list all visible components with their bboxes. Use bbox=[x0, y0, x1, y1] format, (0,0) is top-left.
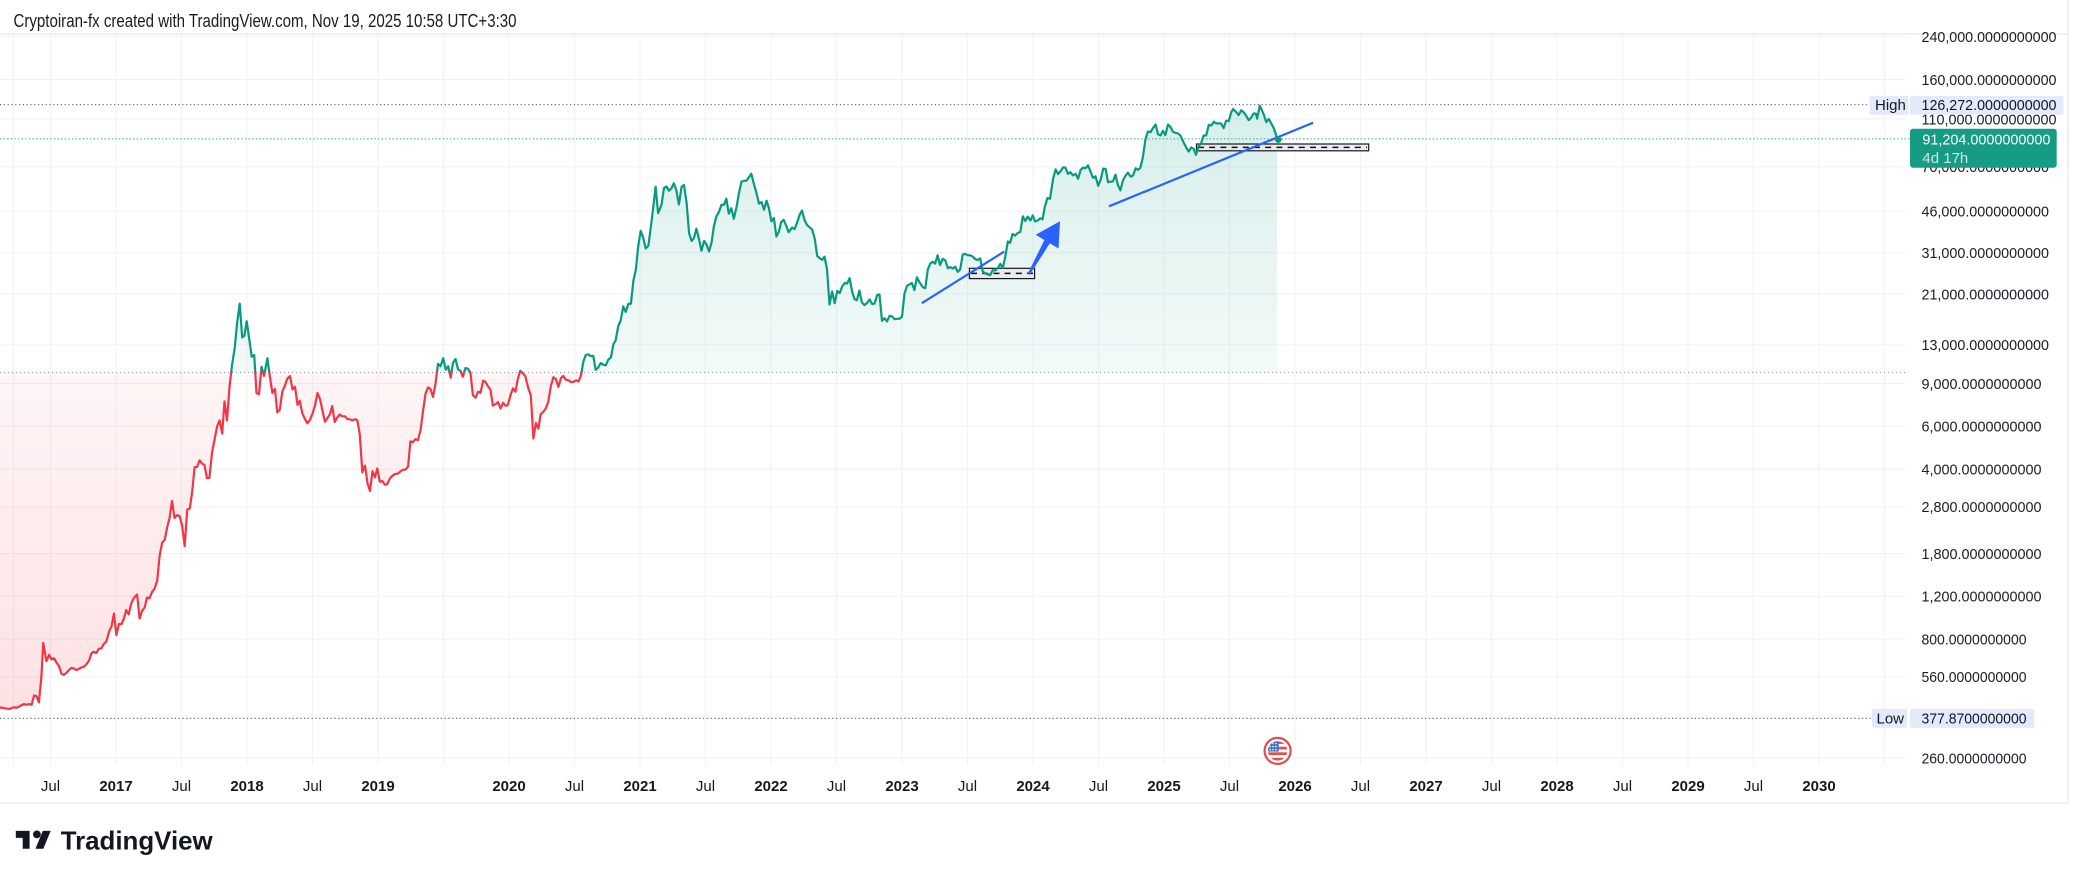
svg-text:4d 17h: 4d 17h bbox=[1922, 150, 1968, 167]
svg-text:31,000.0000000000: 31,000.0000000000 bbox=[1922, 245, 2050, 262]
svg-text:2024: 2024 bbox=[1016, 778, 1050, 795]
svg-text:Cryptoiran-fx created with Tra: Cryptoiran-fx created with TradingView.c… bbox=[14, 11, 517, 31]
svg-text:800.0000000000: 800.0000000000 bbox=[1922, 632, 2027, 649]
svg-text:46,000.0000000000: 46,000.0000000000 bbox=[1922, 204, 2050, 221]
svg-text:91,204.0000000000: 91,204.0000000000 bbox=[1922, 131, 2050, 148]
svg-text:Jul: Jul bbox=[958, 778, 977, 795]
svg-text:Jul: Jul bbox=[1351, 778, 1370, 795]
svg-text:21,000.0000000000: 21,000.0000000000 bbox=[1922, 286, 2050, 303]
svg-text:2018: 2018 bbox=[230, 778, 263, 795]
svg-text:13,000.0000000000: 13,000.0000000000 bbox=[1922, 337, 2050, 354]
svg-text:260.0000000000: 260.0000000000 bbox=[1922, 750, 2027, 767]
svg-text:2023: 2023 bbox=[885, 778, 918, 795]
svg-text:High: High bbox=[1875, 97, 1906, 114]
svg-text:9,000.0000000000: 9,000.0000000000 bbox=[1922, 376, 2042, 393]
svg-text:2027: 2027 bbox=[1409, 778, 1442, 795]
svg-text:Jul: Jul bbox=[1089, 778, 1108, 795]
svg-text:Jul: Jul bbox=[696, 778, 715, 795]
svg-text:Jul: Jul bbox=[1482, 778, 1501, 795]
svg-text:2030: 2030 bbox=[1802, 778, 1835, 795]
svg-text:Jul: Jul bbox=[1220, 778, 1239, 795]
svg-text:1,800.0000000000: 1,800.0000000000 bbox=[1922, 546, 2042, 563]
svg-text:Jul: Jul bbox=[303, 778, 322, 795]
svg-text:2020: 2020 bbox=[492, 778, 525, 795]
svg-text:2026: 2026 bbox=[1278, 778, 1311, 795]
svg-text:TradingView: TradingView bbox=[61, 826, 214, 856]
svg-text:Jul: Jul bbox=[827, 778, 846, 795]
svg-text:160,000.0000000000: 160,000.0000000000 bbox=[1922, 72, 2057, 89]
svg-text:2021: 2021 bbox=[623, 778, 656, 795]
svg-text:Low: Low bbox=[1877, 711, 1905, 728]
svg-text:2025: 2025 bbox=[1147, 778, 1180, 795]
svg-text:4,000.0000000000: 4,000.0000000000 bbox=[1922, 462, 2042, 479]
svg-text:2,800.0000000000: 2,800.0000000000 bbox=[1922, 499, 2042, 516]
svg-text:Jul: Jul bbox=[172, 778, 191, 795]
svg-text:Jul: Jul bbox=[1744, 778, 1763, 795]
svg-text:6,000.0000000000: 6,000.0000000000 bbox=[1922, 419, 2042, 436]
svg-text:Jul: Jul bbox=[41, 778, 60, 795]
svg-text:Jul: Jul bbox=[1613, 778, 1632, 795]
svg-text:Jul: Jul bbox=[565, 778, 584, 795]
svg-text:2029: 2029 bbox=[1671, 778, 1704, 795]
svg-text:240,000.0000000000: 240,000.0000000000 bbox=[1922, 29, 2057, 46]
svg-text:2019: 2019 bbox=[361, 778, 394, 795]
svg-text:560.0000000000: 560.0000000000 bbox=[1922, 669, 2027, 686]
svg-text:1,200.0000000000: 1,200.0000000000 bbox=[1922, 589, 2042, 606]
svg-text:2017: 2017 bbox=[99, 778, 132, 795]
svg-text:2022: 2022 bbox=[754, 778, 787, 795]
svg-text:2028: 2028 bbox=[1540, 778, 1573, 795]
svg-text:377.8700000000: 377.8700000000 bbox=[1922, 711, 2027, 728]
svg-text:110,000.0000000000: 110,000.0000000000 bbox=[1922, 111, 2057, 128]
svg-text:126,272.0000000000: 126,272.0000000000 bbox=[1922, 97, 2057, 114]
